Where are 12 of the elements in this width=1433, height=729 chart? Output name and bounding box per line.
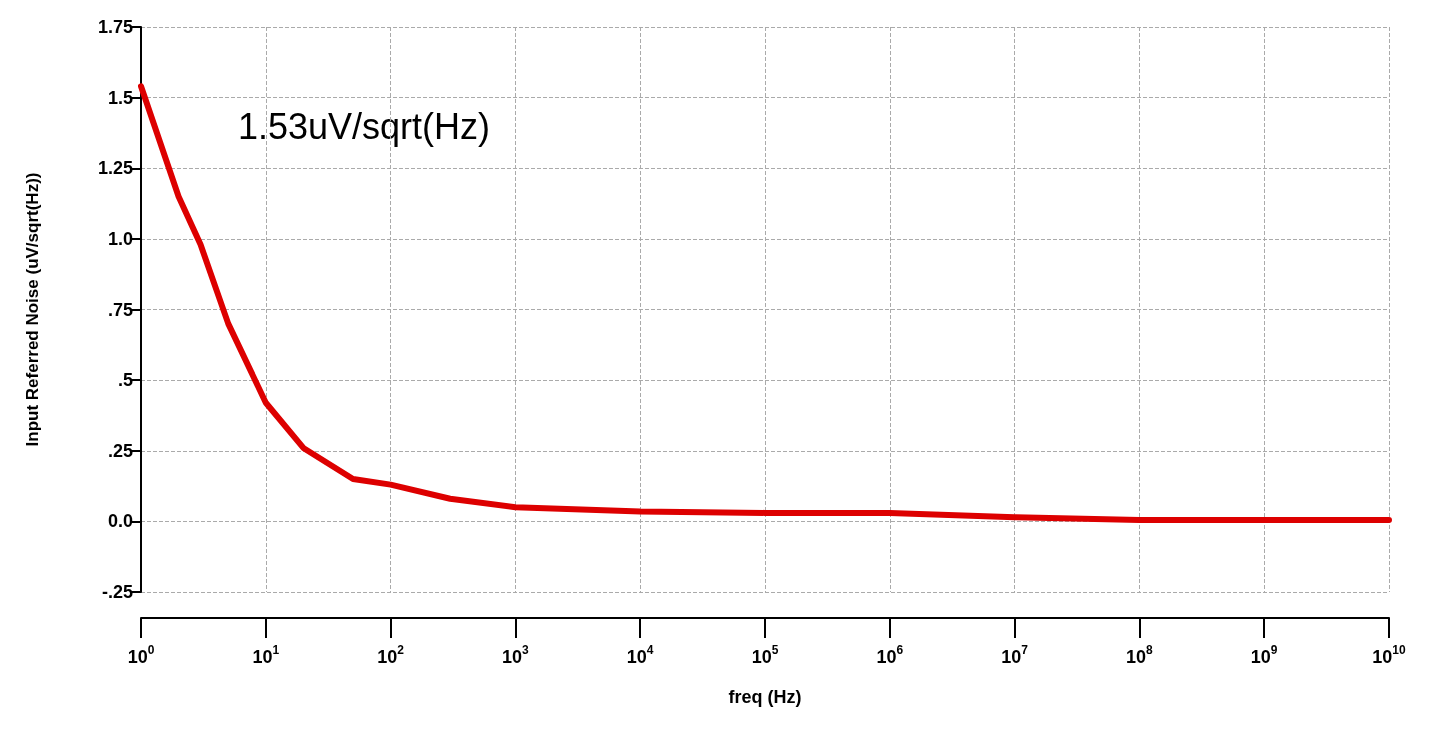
y-tick-label: -.25 [101, 582, 133, 602]
x-axis-title: freq (Hz) [728, 687, 802, 707]
y-tick-label: .5 [117, 370, 133, 391]
y-tick-label: .75 [107, 299, 133, 320]
annotation: 1.53uV/sqrt(Hz) [238, 105, 491, 147]
y-tick-label: 0.0 [107, 511, 133, 532]
y-tick-label: 1.5 [107, 87, 133, 108]
y-axis-title: Input Referred Noise (uV/sqrt(Hz)) [23, 172, 42, 447]
y-tick-label: .25 [107, 440, 133, 461]
y-tick-label: 1.25 [97, 158, 133, 179]
y-tick-label: 1.75 [97, 17, 133, 37]
y-tick-label: 1.0 [107, 228, 133, 249]
